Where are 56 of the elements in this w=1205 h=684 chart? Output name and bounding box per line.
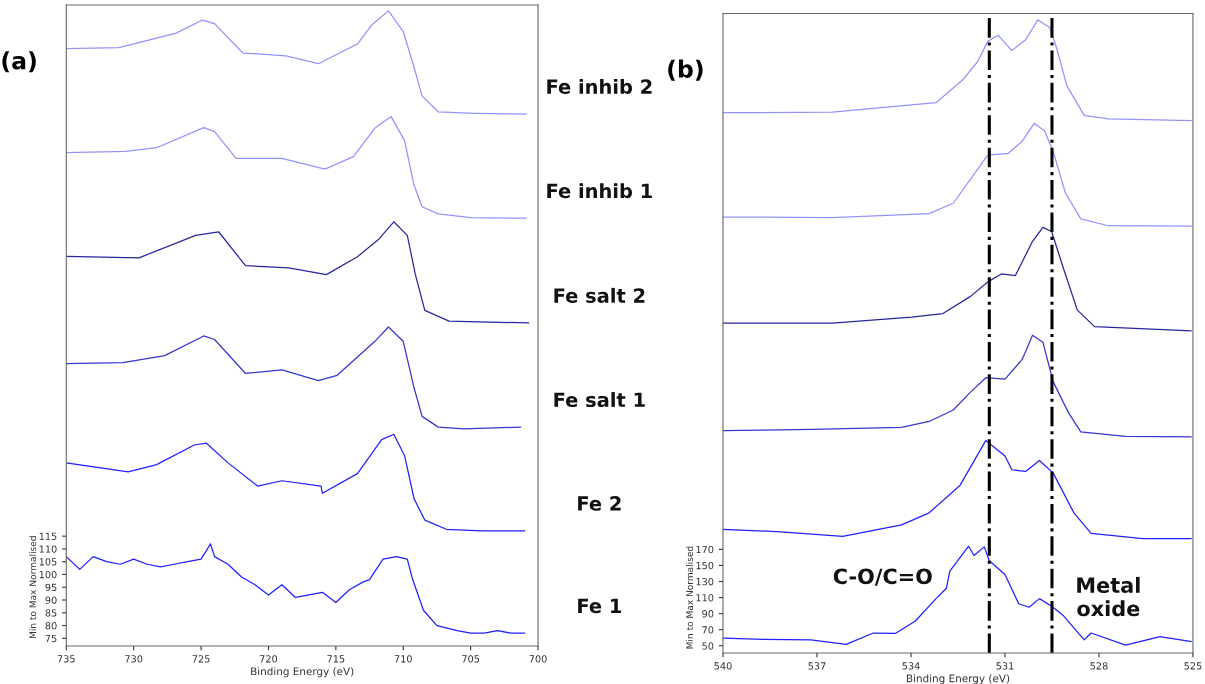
line-series [66,433,526,532]
y-tick-label: 90 [45,596,57,604]
x-axis-title: Binding Energy (eV) [906,674,1010,684]
line-series [66,221,530,324]
x-tick-label: 725 [192,655,210,663]
line-series [66,326,522,430]
y-tick-label: 150 [696,561,714,570]
x-tick-label: 710 [394,655,412,663]
y-tick-label: 110 [39,545,57,553]
x-tick-label: 730 [125,655,143,663]
text: (b) [668,59,703,81]
text: Fe salt 1 [554,392,645,408]
y-tick-label: 170 [696,545,714,554]
x-tick-label: 735 [57,655,75,663]
series-label: Fe inhib 2 [547,78,652,95]
x-tick-label: 534 [902,662,920,670]
y-tick-label: 100 [39,570,57,579]
x-tick-label: 528 [1090,662,1108,670]
line-series [723,439,1192,540]
y-tick-label: 130 [696,577,714,586]
annotation: Metal oxide [1077,576,1140,617]
line-series [723,545,1192,646]
y-tick-label: 95 [45,583,57,592]
y-axis-title: Min to Max Normalised [686,546,694,649]
y-axis-title: Min to Max Normalised [29,536,37,639]
y-tick-label: 105 [39,558,57,566]
y-tick-label: 85 [45,609,57,617]
x-tick-label: 540 [714,662,732,670]
line-series [723,19,1192,122]
y-tick-label: 75 [45,634,57,643]
x-tick-label: 715 [327,655,345,663]
y-tick-label: 50 [702,642,714,650]
x-tick-label: 537 [808,662,826,670]
y-tick-label: 90 [702,610,714,618]
line-series [66,10,527,115]
x-tick-label: 531 [996,662,1014,670]
y-tick-label: 70 [702,626,714,634]
y-tick-label: 80 [45,622,57,630]
x-axis-title: Binding Energy (eV) [251,667,354,678]
x-tick-label: 705 [462,655,480,663]
annotation: C-O/C=O [833,568,932,586]
y-tick-label: 110 [696,594,714,602]
x-tick-label: 525 [1184,662,1202,670]
y-tick-label: 115 [39,532,57,540]
line-series [723,122,1192,227]
line-series [66,115,527,219]
x-tick-label: 700 [529,655,547,663]
text: Fe 1 [578,598,622,614]
line-series [723,334,1192,438]
text: Fe 2 [578,496,621,511]
line-series [66,543,526,634]
x-tick-label: 720 [259,655,278,663]
series-label: Fe salt 2 [554,287,645,303]
line-series [723,226,1192,332]
text: (a) [2,51,36,73]
series-label: Fe inhib 1 [547,183,652,199]
